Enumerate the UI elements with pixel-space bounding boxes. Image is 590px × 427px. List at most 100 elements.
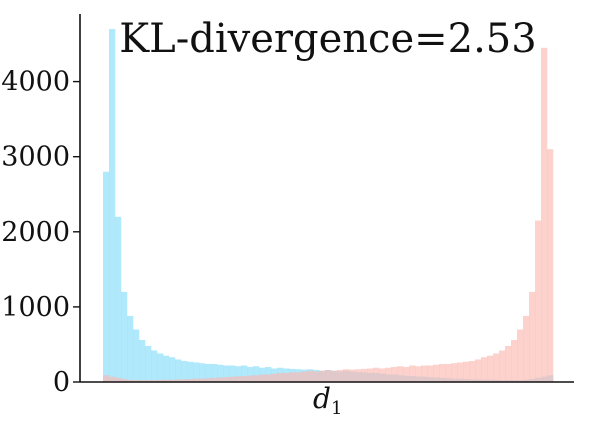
histogram-bar-series2-bin12 xyxy=(169,379,176,382)
histogram-bar-series2-bin26 xyxy=(253,375,260,382)
histogram-bar-series2-bin4 xyxy=(121,379,128,382)
histogram-bar-series1-bin14 xyxy=(181,360,188,382)
histogram-bar-series2-bin28 xyxy=(265,374,272,382)
histogram-bar-series2-bin60 xyxy=(457,362,464,382)
histogram-bar-series2-bin13 xyxy=(175,379,182,382)
histogram-bar-series1-bin12 xyxy=(169,357,176,382)
histogram-bar-series1-bin20 xyxy=(217,364,224,382)
histogram-bar-series2-bin72 xyxy=(529,291,536,382)
histogram-bar-series1-bin1 xyxy=(103,171,110,382)
chart-title: KL-divergence=2.53 xyxy=(119,16,536,62)
histogram-bar-series2-bin30 xyxy=(277,372,284,382)
histogram-bar-series1-bin15 xyxy=(187,361,194,382)
histogram-bar-series2-bin36 xyxy=(313,371,320,382)
histogram-bar-series2-bin27 xyxy=(259,374,266,382)
histogram-bar-series2-bin65 xyxy=(487,355,494,382)
histogram-bar-series2-bin73 xyxy=(535,220,542,382)
histogram-bar-series1-bin25 xyxy=(247,366,254,382)
histogram-bar-series2-bin31 xyxy=(283,372,290,382)
histogram-bar-series2-bin8 xyxy=(145,380,152,382)
histogram-bar-series2-bin59 xyxy=(451,363,458,382)
histogram-bar-series2-bin68 xyxy=(505,345,512,382)
histogram-bar-series2-bin53 xyxy=(415,366,422,382)
histogram-bar-series1-bin18 xyxy=(205,363,212,382)
histogram-bar-series2-bin47 xyxy=(379,368,386,382)
histogram-bar-series2-bin21 xyxy=(223,377,230,382)
histogram-bar-series2-bin17 xyxy=(199,378,206,382)
histogram-bar-series2-bin61 xyxy=(463,361,470,382)
histogram-bar-series2-bin9 xyxy=(151,380,158,382)
histogram-bar-series1-bin26 xyxy=(253,366,260,382)
x-axis-label: d1 xyxy=(313,382,342,419)
histogram-bar-series1-bin22 xyxy=(229,365,236,382)
y-tick-label-3000: 3000 xyxy=(1,142,70,173)
histogram-bar-series2-bin67 xyxy=(499,350,506,382)
histogram-bar-series2-bin29 xyxy=(271,373,278,382)
histogram-bar-series1-bin24 xyxy=(241,365,248,382)
histogram-bar-series1-bin16 xyxy=(193,362,200,382)
histogram-bar-series1-bin7 xyxy=(139,339,146,382)
histogram-bar-series2-bin33 xyxy=(295,372,302,382)
histogram-bar-series2-bin52 xyxy=(409,365,416,382)
histogram-bar-series1-bin6 xyxy=(133,329,140,382)
histogram-bar-series1-bin8 xyxy=(145,345,152,382)
histogram-bar-series1-bin3 xyxy=(115,216,122,382)
y-tick-label-1000: 1000 xyxy=(1,292,70,323)
histogram-bar-series1-bin11 xyxy=(163,355,170,382)
histogram-bar-series1-bin5 xyxy=(127,315,134,382)
histogram-bar-series2-bin74 xyxy=(541,47,548,383)
histogram-bar-series2-bin22 xyxy=(229,376,236,382)
histogram-bar-series2-bin11 xyxy=(163,379,170,382)
histogram-bar-series2-bin55 xyxy=(427,365,434,382)
histogram-bar-series2-bin23 xyxy=(235,376,242,382)
histogram-bar-series2-bin48 xyxy=(385,367,392,382)
histogram-bar-series2-bin20 xyxy=(217,377,224,382)
histogram-bar-series2-bin37 xyxy=(319,370,326,382)
histogram-bar-series1-bin13 xyxy=(175,359,182,382)
y-tick-label-0: 0 xyxy=(53,367,70,398)
histogram-bar-series2-bin25 xyxy=(247,375,254,382)
histogram-bar-series2-bin38 xyxy=(325,369,332,382)
histogram-bar-series1-bin4 xyxy=(121,291,128,382)
histogram-bar-series2-bin54 xyxy=(421,365,428,382)
histogram-bar-series2-bin56 xyxy=(433,364,440,382)
histogram-bar-series2-bin6 xyxy=(133,380,140,382)
histogram-bar-series2-bin66 xyxy=(493,353,500,382)
histogram-bar-series2-bin63 xyxy=(475,359,482,382)
histogram-bar-series2-bin44 xyxy=(361,368,368,382)
histogram-bar-series2-bin58 xyxy=(445,363,452,382)
histogram-bar-series1-bin9 xyxy=(151,350,158,382)
histogram-bar-series1-bin10 xyxy=(157,353,164,382)
histogram-bar-series2-bin71 xyxy=(523,315,530,382)
histogram-bar-series2-bin5 xyxy=(127,379,134,382)
histogram-bar-series2-bin70 xyxy=(517,329,524,382)
histogram-bar-series2-bin14 xyxy=(181,379,188,382)
y-axis-ticks: 0 1000 2000 3000 4000 xyxy=(1,67,80,398)
histogram-bar-series2-bin40 xyxy=(337,369,344,382)
histogram-bar-series2-bin69 xyxy=(511,339,518,382)
histogram-bar-series1-bin23 xyxy=(235,366,242,382)
histogram-bar-series2-bin45 xyxy=(367,368,374,382)
histogram-bar-series2-bin18 xyxy=(205,378,212,382)
histogram-bar-series2-bin62 xyxy=(469,360,476,382)
histogram-bar-series2-bin75 xyxy=(547,149,554,382)
histogram-bar-series2-bin49 xyxy=(391,366,398,382)
histogram-bar-series2-bin15 xyxy=(187,379,194,382)
histogram-bar-series2-bin24 xyxy=(241,375,248,382)
histogram-bar-series1-bin19 xyxy=(211,363,218,382)
histogram-bar-series2-bin43 xyxy=(355,369,362,382)
histogram-bar-series2-bin50 xyxy=(397,366,404,382)
histogram-bar-series2-bin34 xyxy=(301,371,308,382)
histogram-bar-series2-bin57 xyxy=(439,363,446,382)
histogram-bar-series2-bin7 xyxy=(139,380,146,382)
histogram-bar-series2-bin2 xyxy=(109,376,116,382)
histogram-bar-series2-bin64 xyxy=(481,357,488,382)
y-tick-label-4000: 4000 xyxy=(1,67,70,98)
histogram-bar-series2-bin10 xyxy=(157,379,164,382)
y-tick-label-2000: 2000 xyxy=(1,217,70,248)
histogram-bar-series2-bin46 xyxy=(373,367,380,382)
histogram-bar-series2-bin19 xyxy=(211,377,218,382)
histogram-bar-series1-bin21 xyxy=(223,365,230,382)
histogram-bar-series1-bin2 xyxy=(109,29,116,383)
